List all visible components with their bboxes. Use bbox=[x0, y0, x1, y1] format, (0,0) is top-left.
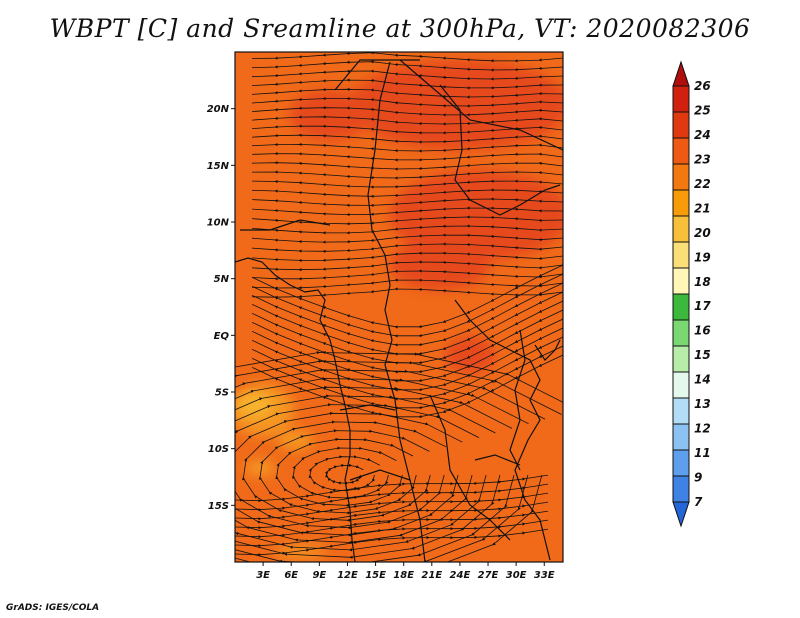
colorbar-segment bbox=[672, 85, 690, 113]
lon-tick-label: 24E bbox=[450, 570, 471, 581]
colorbar-label: 23 bbox=[694, 152, 711, 166]
streamlines bbox=[235, 52, 563, 562]
colorbar-label: 9 bbox=[694, 471, 702, 485]
colorbar-label: 13 bbox=[694, 397, 711, 411]
lon-tick-label: 30E bbox=[506, 570, 527, 581]
streamline bbox=[251, 242, 563, 253]
streamline bbox=[251, 233, 563, 244]
lon-tick-label: 33E bbox=[534, 570, 555, 581]
colorbar-segment bbox=[672, 371, 690, 399]
lon-tick-label: 9E bbox=[312, 570, 326, 581]
lon-tick-label: 21E bbox=[421, 570, 442, 581]
page-title: WBPT [C] and Sreamline at 300hPa, VT: 20… bbox=[49, 14, 751, 43]
lat-tick-label: 5N bbox=[214, 274, 230, 285]
streamline bbox=[251, 179, 563, 189]
colorbar-segment bbox=[672, 189, 690, 217]
colorbar-segment bbox=[672, 345, 690, 373]
colorbar-label: 25 bbox=[694, 103, 711, 117]
colorbar-label: 19 bbox=[694, 250, 711, 264]
colorbar-label: 18 bbox=[694, 275, 711, 289]
lon-tick-label: 3E bbox=[256, 570, 270, 581]
streamline bbox=[251, 142, 563, 153]
colorbar-segment bbox=[672, 163, 690, 191]
lon-tick-label: 18E bbox=[393, 570, 414, 581]
wbpt-field bbox=[235, 52, 563, 562]
coolest-regions bbox=[237, 393, 273, 417]
lat-tick-label: 10N bbox=[207, 218, 230, 229]
colorbar-label: 15 bbox=[694, 348, 711, 362]
lon-tick-label: 15E bbox=[365, 570, 386, 581]
streamline bbox=[251, 133, 563, 144]
colorbar-bottom-arrow bbox=[672, 501, 690, 528]
streamline bbox=[251, 106, 563, 117]
colorbar-segment bbox=[672, 319, 690, 347]
colorbar-top-arrow bbox=[672, 60, 690, 87]
colorbar-label: 17 bbox=[694, 299, 711, 313]
streamline bbox=[251, 161, 563, 171]
colorbar-label: 21 bbox=[694, 201, 711, 215]
streamline bbox=[251, 197, 563, 207]
streamline bbox=[251, 224, 563, 235]
colorbar-segment bbox=[672, 215, 690, 243]
streamline bbox=[251, 215, 563, 226]
colorbar-label: 20 bbox=[694, 226, 711, 240]
streamline bbox=[251, 170, 563, 180]
colorbar-label: 12 bbox=[694, 422, 711, 436]
lat-tick-label: 5S bbox=[215, 388, 229, 399]
colorbar-segment bbox=[672, 267, 690, 295]
lat-tick-label: 10S bbox=[208, 444, 229, 455]
colorbar-label: 16 bbox=[694, 324, 711, 338]
colorbar-label: 7 bbox=[694, 495, 703, 509]
streamline bbox=[251, 188, 563, 198]
colorbar-label: 11 bbox=[694, 446, 711, 460]
lat-tick-label: 15S bbox=[208, 501, 229, 512]
colorbar-segment bbox=[672, 475, 690, 503]
grads-credit: GrADS: IGES/COLA bbox=[6, 603, 100, 613]
colorbar-label: 14 bbox=[694, 373, 711, 387]
streamline bbox=[251, 354, 563, 419]
colorbar-label: 26 bbox=[694, 79, 711, 93]
colorbar-label: 24 bbox=[694, 128, 711, 142]
lon-tick-label: 6E bbox=[284, 570, 298, 581]
colorbar: 26 25 24 23 22 21 20 19 18 17 16 15 14 13 12 11 9 7 bbox=[672, 60, 711, 528]
lon-tick-label: 27E bbox=[478, 570, 499, 581]
streamline bbox=[251, 96, 563, 108]
longitude-axis: 3E 6E 9E 12E 15E 18E 21E 24E 27E 30E 33E bbox=[256, 562, 555, 581]
colorbar-segment bbox=[672, 137, 690, 165]
streamline bbox=[251, 115, 563, 126]
colorbar-segment bbox=[672, 111, 690, 139]
streamline bbox=[251, 78, 563, 90]
lat-tick-label: EQ bbox=[214, 331, 230, 342]
latitude-axis: 20N 15N 10N 5N EQ 5S 10S 15S bbox=[207, 104, 235, 512]
colorbar-segment bbox=[672, 449, 690, 477]
colorbar-segment bbox=[672, 423, 690, 451]
lat-tick-label: 20N bbox=[207, 104, 230, 115]
streamline bbox=[235, 528, 549, 557]
lon-tick-label: 12E bbox=[337, 570, 358, 581]
colorbar-label: 22 bbox=[694, 177, 711, 191]
streamline bbox=[251, 251, 563, 263]
lat-tick-label: 15N bbox=[207, 161, 230, 172]
colorbar-segment bbox=[672, 241, 690, 269]
colorbar-segment bbox=[672, 293, 690, 321]
map-frame bbox=[234, 51, 564, 563]
coastlines-borders bbox=[235, 59, 563, 562]
colorbar-segment bbox=[672, 397, 690, 425]
streamline bbox=[251, 87, 563, 99]
streamline bbox=[251, 151, 563, 162]
